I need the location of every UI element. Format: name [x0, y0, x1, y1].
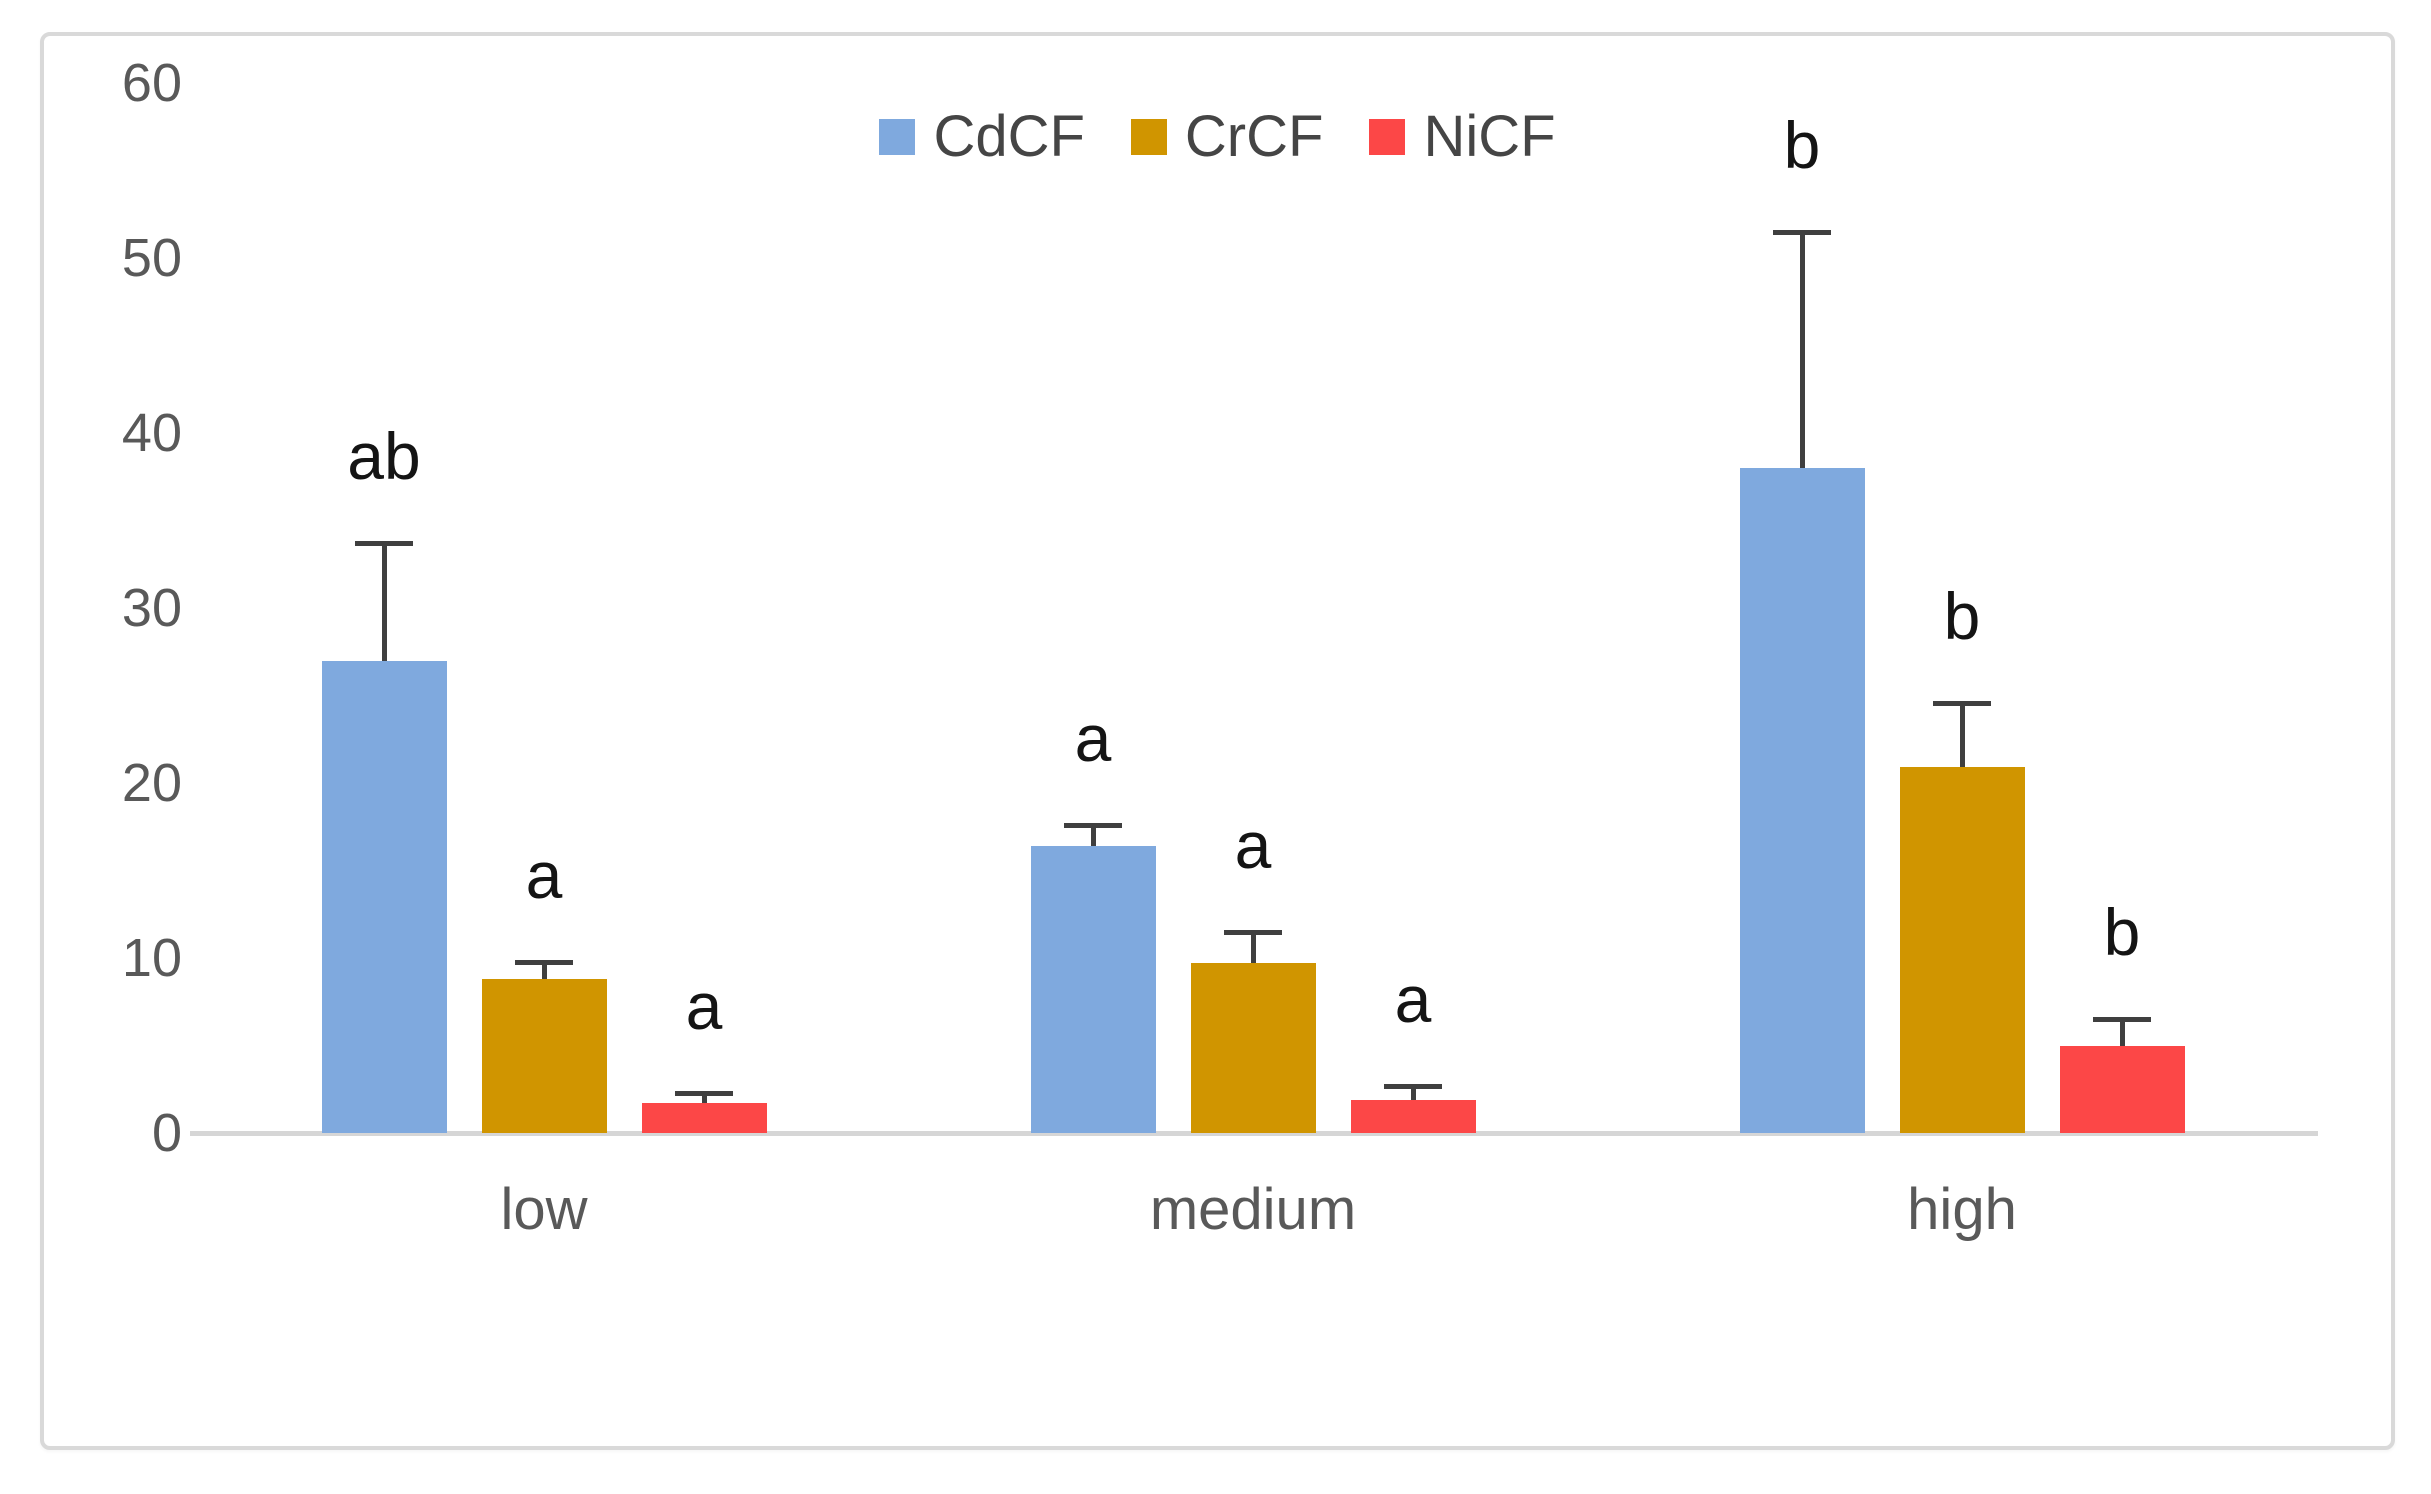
legend-label: CrCF — [1184, 104, 1324, 169]
y-axis-tick-label: 10 — [121, 928, 182, 988]
significance-letter: b — [1943, 578, 1981, 653]
y-axis-tick-label: 40 — [121, 403, 182, 463]
legend-item-cdcf: CdCF — [879, 104, 1085, 169]
x-axis-category-label: medium — [1149, 1177, 1357, 1242]
y-axis-tick-label: 30 — [121, 578, 182, 638]
error-bar-stem — [1090, 825, 1096, 846]
error-bar-stem — [381, 543, 387, 661]
error-bar-cap — [2093, 1017, 2151, 1023]
legend-item-nicf: NiCF — [1369, 104, 1556, 169]
significance-letter: a — [1394, 961, 1432, 1036]
error-bar-cap — [675, 1090, 733, 1096]
significance-letter: b — [1783, 107, 1821, 182]
error-bar-stem — [1959, 702, 1965, 768]
y-axis-tick-label: 60 — [121, 53, 182, 113]
error-bar-stem — [2119, 1019, 2125, 1046]
bar-cdcf-medium — [1030, 846, 1156, 1133]
y-axis-tick-label: 0 — [151, 1103, 182, 1163]
error-bar-cap — [1933, 700, 1991, 706]
significance-letter: ab — [347, 419, 421, 494]
legend-item-crcf: CrCF — [1130, 104, 1324, 169]
error-bar-cap — [1064, 823, 1122, 828]
error-bar-stem — [1799, 231, 1805, 468]
error-bar-cap — [1773, 229, 1831, 235]
legend-label: CdCF — [933, 104, 1085, 169]
bar-cdcf-high — [1739, 468, 1865, 1133]
bar-crcf-medium — [1190, 963, 1316, 1133]
bar-nicf-low — [641, 1103, 767, 1133]
bar-crcf-low — [481, 979, 607, 1133]
x-axis-category-label: low — [500, 1177, 588, 1242]
y-axis-tick-label: 50 — [121, 228, 182, 288]
bar-crcf-high — [1899, 767, 2025, 1133]
bar-cdcf-low — [321, 660, 447, 1133]
error-bar-cap — [1224, 929, 1282, 935]
legend-swatch-icon — [879, 119, 916, 155]
legend-swatch-icon — [1130, 119, 1167, 155]
significance-letter: b — [2103, 895, 2141, 970]
legend-swatch-icon — [1369, 119, 1406, 155]
legend-label: NiCF — [1423, 104, 1556, 169]
significance-letter: a — [1234, 807, 1272, 882]
error-bar-stem — [1410, 1085, 1416, 1100]
significance-letter: a — [1074, 701, 1112, 775]
figure-border: CdCF CrCF NiCF 0 10 20 30 40 50 60 ab a a low a a a medi… — [40, 32, 2395, 1450]
x-axis-line — [190, 1131, 2318, 1136]
bar-nicf-high — [2059, 1045, 2185, 1133]
error-bar-cap — [515, 959, 573, 965]
significance-letter: a — [525, 837, 563, 912]
bar-nicf-medium — [1350, 1099, 1476, 1133]
error-bar-stem — [1250, 931, 1256, 964]
significance-letter: a — [685, 968, 723, 1043]
legend: CdCF CrCF NiCF — [44, 106, 2391, 168]
error-bar-stem — [701, 1092, 707, 1104]
y-axis-tick-label: 20 — [121, 753, 182, 813]
error-bar-stem — [541, 961, 547, 979]
error-bar-cap — [1384, 1083, 1442, 1089]
error-bar-cap — [355, 541, 413, 547]
x-axis-category-label: high — [1907, 1177, 2017, 1242]
